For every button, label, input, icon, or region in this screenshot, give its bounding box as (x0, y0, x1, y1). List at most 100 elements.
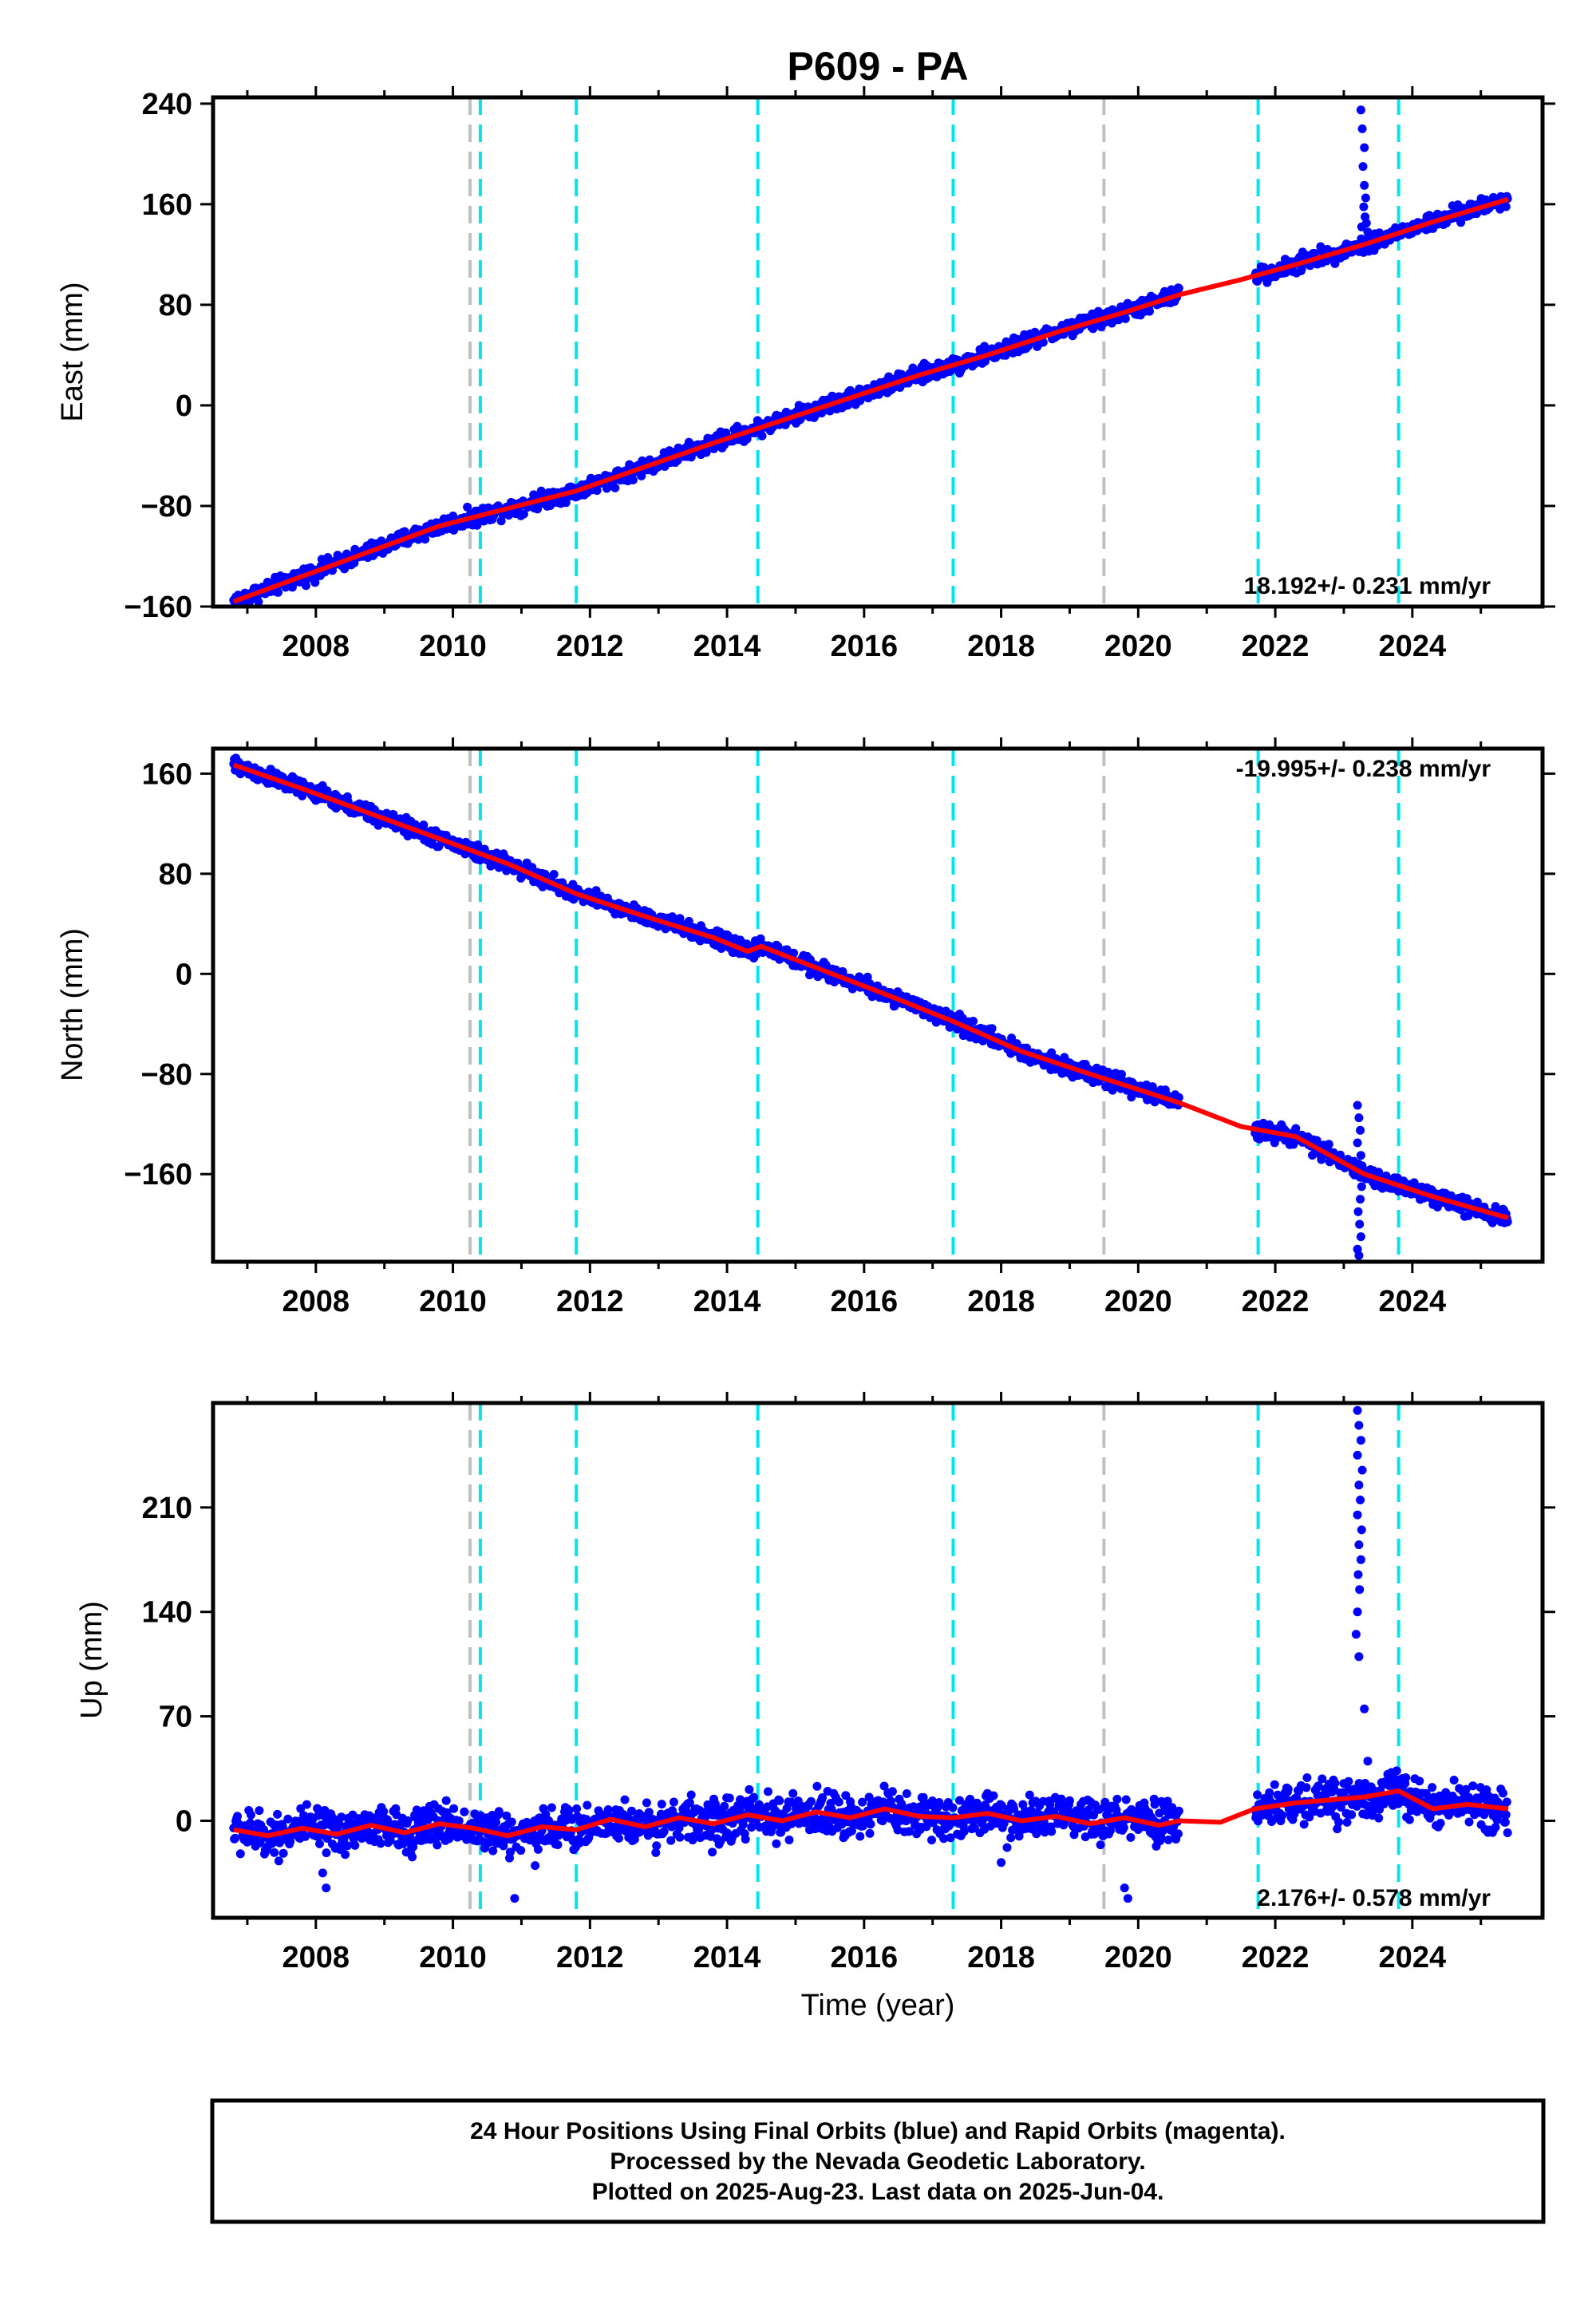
east-y-axis-label: East (mm) (56, 282, 89, 421)
north-observation (1148, 1082, 1157, 1092)
up-observation (893, 1825, 903, 1835)
up-observation (738, 1820, 748, 1829)
up-observation (1449, 1776, 1459, 1784)
east-model-fit-line (232, 196, 1509, 604)
up-observation (902, 1789, 911, 1798)
north-outlier (1356, 1125, 1365, 1135)
up-observation (274, 1856, 283, 1866)
up-observation (652, 1841, 662, 1851)
east-x-tick-labels: 2008 2010 2012 2014 2016 2018 2020 2022 2024 (282, 630, 1447, 663)
up-observation (1428, 1783, 1437, 1792)
north-y-tick-label: 160 (142, 757, 192, 791)
up-observation (772, 1839, 781, 1848)
up-observation (959, 1827, 969, 1836)
up-observation (449, 1804, 459, 1813)
up-observation (547, 1803, 556, 1812)
up-observation (1163, 1796, 1172, 1806)
north-outlier (1356, 1195, 1365, 1204)
east-y-tick-label: 0 (176, 389, 192, 423)
north-outlier (1354, 1113, 1364, 1123)
north-y-tick-label: 80 (159, 858, 192, 891)
up-observation (1333, 1824, 1342, 1834)
north-outlier (1356, 1151, 1365, 1160)
up-observation (1174, 1806, 1183, 1816)
up-observation (337, 1812, 346, 1822)
up-observation (507, 1817, 516, 1827)
up-observation (1167, 1803, 1177, 1812)
up-observation (669, 1797, 678, 1807)
up-observation (1163, 1835, 1173, 1844)
up-observation (784, 1836, 794, 1844)
up-observation (782, 1804, 792, 1813)
up-observation (720, 1801, 729, 1811)
up-observation (1278, 1811, 1287, 1820)
up-observation (302, 1800, 311, 1809)
up-observation (866, 1820, 875, 1829)
north-outlier (1353, 1101, 1362, 1110)
up-observation (1150, 1800, 1159, 1809)
up-observation (1302, 1773, 1312, 1782)
up-observation (1415, 1777, 1424, 1786)
east-observation (757, 431, 767, 441)
east-observation (610, 483, 620, 492)
up-observation (642, 1798, 651, 1808)
east-rate-label: 18.192+/- 0.231 mm/yr (1244, 573, 1491, 599)
east-observation (1456, 218, 1466, 227)
up-observation (939, 1834, 949, 1844)
up-observation (315, 1839, 324, 1848)
east-frame (211, 95, 1545, 609)
north-x-tick-label: 2008 (282, 1285, 350, 1318)
east-x-tick-label: 2014 (693, 630, 761, 663)
north-observation (1047, 1048, 1057, 1057)
north-observation (969, 1017, 978, 1026)
up-observation (627, 1806, 636, 1816)
up-observation (841, 1791, 851, 1800)
up-observation (666, 1836, 676, 1845)
up-observation (376, 1839, 385, 1848)
up-observation (966, 1794, 975, 1804)
up-observation (533, 1844, 543, 1854)
north-x-tick-label: 2016 (831, 1285, 899, 1318)
up-observation (955, 1796, 964, 1805)
up-observation (433, 1840, 442, 1850)
up-observation (492, 1817, 500, 1827)
east-observation (254, 597, 263, 607)
up-observation (516, 1846, 526, 1856)
up-observation (689, 1832, 698, 1841)
east-x-tick-label: 2008 (282, 630, 350, 663)
up-observation (279, 1848, 288, 1858)
up-observation (741, 1835, 750, 1844)
north-observation (987, 1024, 997, 1034)
east-observation (1501, 202, 1511, 211)
north-x-tick-label: 2012 (556, 1285, 624, 1318)
east-x-tick-label: 2022 (1242, 630, 1310, 663)
up-observation (745, 1784, 754, 1794)
up-observation (322, 1848, 331, 1858)
up-observation (651, 1848, 661, 1857)
north-y-axis-label: North (mm) (56, 928, 89, 1081)
up-observation (235, 1849, 245, 1859)
north-observation (389, 810, 398, 820)
north-observation (373, 820, 383, 830)
north-y-tick-label: −160 (124, 1158, 192, 1192)
up-observation (922, 1822, 931, 1832)
east-observation (628, 475, 638, 484)
up-observation (674, 1824, 684, 1833)
north-frame (211, 746, 1545, 1264)
up-observation (1006, 1833, 1016, 1843)
north-outlier (1355, 1219, 1365, 1229)
north-rate-label: -19.995+/- 0.238 mm/yr (1236, 756, 1491, 782)
up-observation (1464, 1817, 1474, 1827)
up-observation (675, 1832, 685, 1842)
up-observation (1461, 1784, 1471, 1794)
east-x-tick-label: 2010 (419, 630, 487, 663)
north-observation (675, 914, 685, 923)
up-observation (887, 1796, 895, 1806)
up-observation (1014, 1832, 1024, 1841)
up-observation (934, 1798, 944, 1807)
east-y-tick-label: 160 (142, 188, 192, 222)
